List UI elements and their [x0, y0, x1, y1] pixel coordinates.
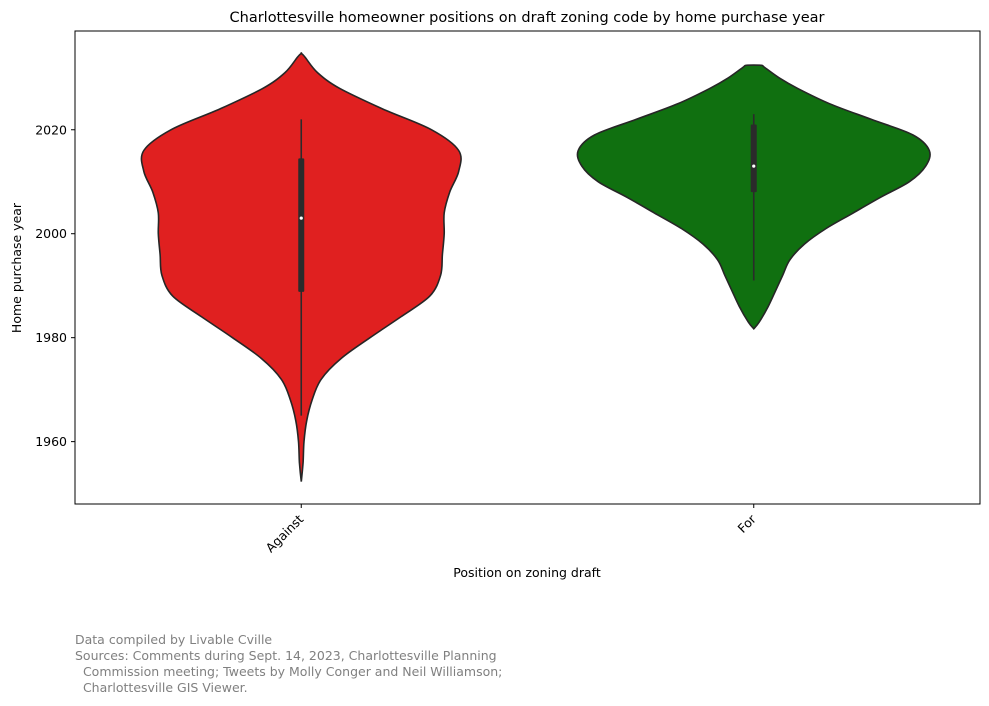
plot-area-frame — [74, 30, 981, 505]
y-tick-label-2020: 2020 — [35, 122, 67, 137]
violin-chart: Charlottesville homeowner positions on d… — [9, 10, 981, 580]
y-axis-label: Home purchase year — [9, 202, 24, 333]
y-tick-label-1960: 1960 — [35, 434, 67, 449]
x-tick-label-for: For — [734, 511, 759, 536]
x-tick-label-against: Against — [263, 511, 307, 555]
violins-group — [140, 52, 931, 482]
x-axis-label: Position on zoning draft — [453, 565, 601, 580]
y-axis: 1960 1980 2000 2020 — [35, 122, 75, 449]
median-marker-for — [752, 164, 756, 168]
chart-title: Charlottesville homeowner positions on d… — [230, 10, 825, 26]
iqr-box-against — [298, 158, 305, 292]
source-caption: Data compiled by Livable Cville Sources:… — [75, 632, 503, 695]
x-axis: Against For — [263, 504, 759, 555]
median-marker-against — [299, 216, 303, 220]
y-tick-label-2000: 2000 — [35, 226, 67, 241]
iqr-box-for — [750, 124, 757, 193]
y-tick-label-1980: 1980 — [35, 330, 67, 345]
